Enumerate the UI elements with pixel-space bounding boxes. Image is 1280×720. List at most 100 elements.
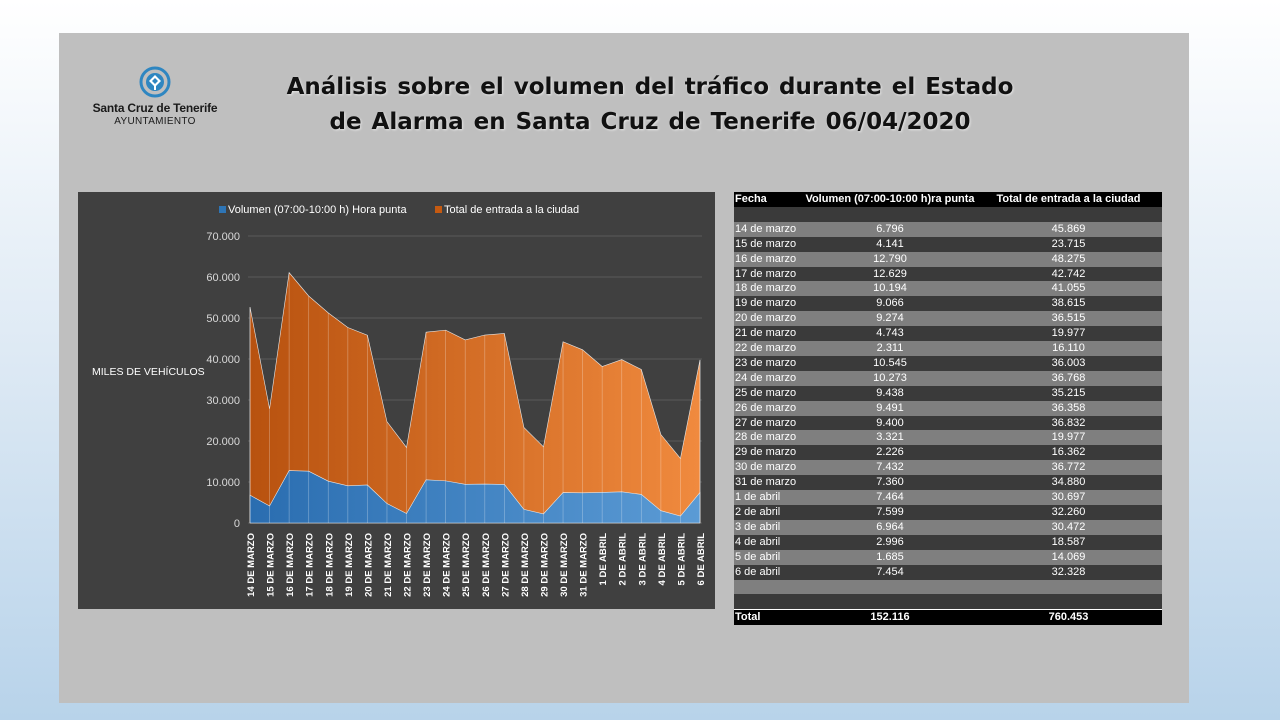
cell-volumen: 7.464: [805, 490, 975, 506]
spacer-cell: [734, 579, 805, 595]
x-tick-label: 6 DE ABRIL: [696, 533, 707, 586]
cell-fecha: 18 de marzo: [734, 281, 805, 297]
table-row: 3 de abril 6.964 30.472: [734, 519, 1162, 535]
table-spacer-row: [734, 594, 1162, 610]
cell-volumen: 10.194: [805, 281, 975, 297]
cell-volumen: 12.790: [805, 251, 975, 267]
cell-fecha: 3 de abril: [734, 519, 805, 535]
cell-volumen: 2.996: [805, 534, 975, 550]
header-fecha: Fecha: [734, 192, 805, 207]
table-spacer-row: [734, 206, 1162, 222]
x-tick-label: 23 DE MARZO: [422, 533, 433, 597]
cell-volumen: 2.226: [805, 445, 975, 461]
cell-fecha: 14 de marzo: [734, 221, 805, 237]
cell-volumen: 1.685: [805, 549, 975, 565]
table-row: 29 de marzo 2.226 16.362: [734, 445, 1162, 461]
x-tick-label: 24 DE MARZO: [442, 533, 453, 597]
cell-total: 38.615: [975, 296, 1162, 312]
cell-fecha: 29 de marzo: [734, 445, 805, 461]
cell-volumen: 7.599: [805, 505, 975, 520]
table-row: 16 de marzo 12.790 48.275: [734, 251, 1162, 267]
table-row: 22 de marzo 2.311 16.110: [734, 341, 1162, 356]
table-row: 27 de marzo 9.400 36.832: [734, 415, 1162, 431]
table-row: 30 de marzo 7.432 36.772: [734, 460, 1162, 476]
cell-volumen: 4.743: [805, 326, 975, 342]
cell-volumen: 4.141: [805, 236, 975, 252]
cell-total: 16.362: [975, 445, 1162, 461]
cell-volumen: 3.321: [805, 430, 975, 446]
cell-total: 32.260: [975, 505, 1162, 520]
x-tick-label: 25 DE MARZO: [461, 533, 472, 597]
cell-fecha: 20 de marzo: [734, 311, 805, 327]
cell-total: 41.055: [975, 281, 1162, 297]
cell-fecha: 19 de marzo: [734, 296, 805, 312]
cell-volumen: 6.796: [805, 221, 975, 237]
cell-total: 14.069: [975, 549, 1162, 565]
cell-fecha: 1 de abril: [734, 490, 805, 506]
table-row: 24 de marzo 10.273 36.768: [734, 370, 1162, 386]
cell-total: 32.328: [975, 564, 1162, 580]
cell-volumen: 7.360: [805, 475, 975, 491]
data-table: Fecha Volumen (07:00-10:00 h)ra punta To…: [734, 192, 1162, 626]
spacer-cell: [805, 206, 975, 222]
spacer-cell: [975, 594, 1162, 610]
cell-total: 34.880: [975, 475, 1162, 491]
table-row: 18 de marzo 10.194 41.055: [734, 281, 1162, 297]
spacer-cell: [805, 594, 975, 610]
legend-swatch-volumen: [219, 206, 226, 213]
x-tick-label: 26 DE MARZO: [481, 533, 492, 597]
series-volumen-area: [249, 470, 701, 524]
cell-fecha: 27 de marzo: [734, 415, 805, 431]
cell-volumen: 7.454: [805, 564, 975, 580]
table-row: 2 de abril 7.599 32.260: [734, 505, 1162, 520]
x-tick-label: 29 DE MARZO: [539, 533, 550, 597]
cell-fecha: 5 de abril: [734, 549, 805, 565]
cell-total: 36.832: [975, 415, 1162, 431]
cell-volumen: 12.629: [805, 266, 975, 282]
x-tick-label: 4 DE ABRIL: [657, 533, 668, 586]
title-line-1: Análisis sobre el volumen del tráfico du…: [286, 74, 1014, 100]
cell-fecha: 25 de marzo: [734, 385, 805, 401]
cell-fecha: 6 de abril: [734, 564, 805, 580]
cell-total: 23.715: [975, 236, 1162, 252]
cell-total-label: Total: [734, 609, 805, 626]
x-tick-label: 3 DE ABRIL: [637, 533, 648, 586]
cell-fecha: 31 de marzo: [734, 475, 805, 491]
cell-total: 19.977: [975, 430, 1162, 446]
x-tick-label: 21 DE MARZO: [383, 533, 394, 597]
cell-volumen: 9.066: [805, 296, 975, 312]
spacer-cell: [975, 206, 1162, 222]
x-tick-label: 31 DE MARZO: [579, 533, 590, 597]
spacer-cell: [805, 579, 975, 595]
legend-swatch-total: [435, 206, 442, 213]
y-tick-label: 10.000: [206, 477, 240, 489]
cell-total: 18.587: [975, 534, 1162, 550]
y-tick-label: 60.000: [206, 272, 240, 284]
cell-total: 30.472: [975, 519, 1162, 535]
cell-fecha: 28 de marzo: [734, 430, 805, 446]
x-tick-label: 5 DE ABRIL: [676, 533, 687, 586]
chart-panel: 0 10.000 20.000 30.000 40.000 50.000 60.000 70.…: [78, 192, 715, 609]
cell-fecha: 21 de marzo: [734, 326, 805, 342]
table-row: 15 de marzo 4.141 23.715: [734, 236, 1162, 252]
x-tick-label: 18 DE MARZO: [324, 533, 335, 597]
logo-ayuntamiento: AYUNTAMIENTO: [114, 116, 196, 127]
x-tick-label: 30 DE MARZO: [559, 533, 570, 597]
y-tick-label: 0: [234, 518, 240, 530]
cell-volumen: 9.400: [805, 415, 975, 431]
cell-fecha: 4 de abril: [734, 534, 805, 550]
x-tick-label: 15 DE MARZO: [266, 533, 277, 597]
cell-total: 45.869: [975, 221, 1162, 237]
cell-total: 36.768: [975, 370, 1162, 386]
y-axis-title: MILES DE VEHÍCULOS: [92, 365, 205, 378]
table-row: 4 de abril 2.996 18.587: [734, 534, 1162, 550]
table-row: 17 de marzo 12.629 42.742: [734, 266, 1162, 282]
table-row: 23 de marzo 10.545 36.003: [734, 355, 1162, 371]
logo-city-name: Santa Cruz de Tenerife: [92, 101, 218, 115]
series-total-area: [249, 271, 701, 524]
cell-volumen: 10.273: [805, 370, 975, 386]
y-tick-label: 30.000: [206, 395, 240, 407]
table-row: 5 de abril 1.685 14.069: [734, 549, 1162, 565]
cell-fecha: 17 de marzo: [734, 266, 805, 282]
table-row: 31 de marzo 7.360 34.880: [734, 475, 1162, 491]
